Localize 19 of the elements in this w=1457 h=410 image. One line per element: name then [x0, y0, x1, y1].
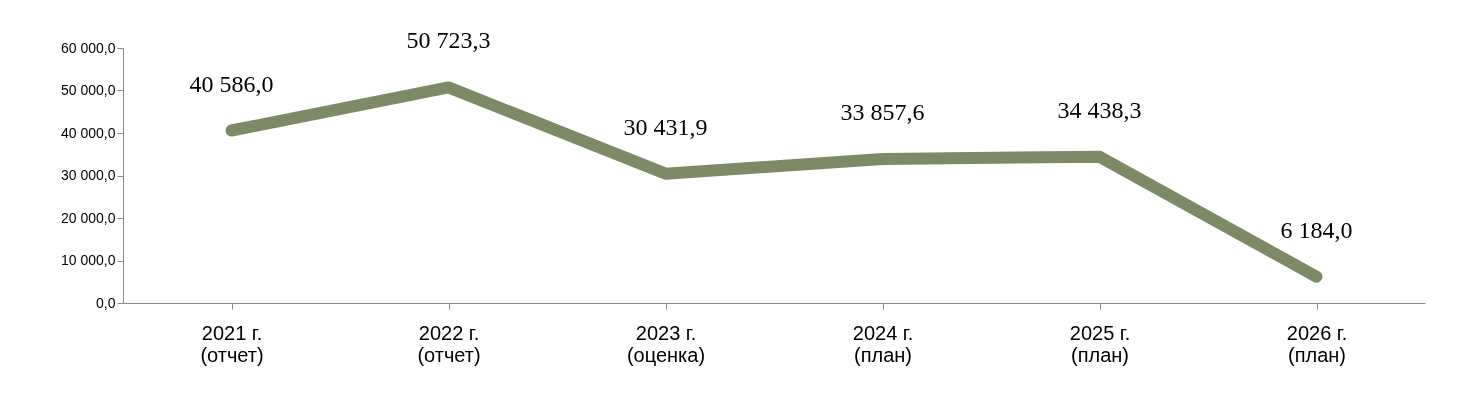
y-tick-label: 10 000,0 — [61, 252, 116, 268]
data-label: 33 857,6 — [840, 99, 925, 126]
data-label: 40 586,0 — [189, 70, 274, 97]
x-tick-label: 2026 г. (план) — [1286, 321, 1348, 366]
data-label: 34 438,3 — [1057, 96, 1142, 123]
x-tick-label: 2021 г. (отчет) — [200, 321, 264, 366]
y-tick-label: 50 000,0 — [61, 82, 116, 98]
x-tick-label: 2023 г. (оценка) — [626, 321, 706, 366]
y-tick-label: 0,0 — [96, 294, 116, 311]
y-tick-label: 20 000,0 — [61, 209, 116, 226]
y-tick-label: 30 000,0 — [61, 167, 116, 183]
x-tick-label: 2025 г. (план) — [1069, 321, 1131, 366]
x-tick-label: 2024 г. (план) — [852, 321, 914, 366]
x-tick-label: 2022 г. (отчет) — [417, 321, 481, 366]
data-label: 30 431,9 — [623, 113, 708, 140]
y-tick-label: 60 000,0 — [61, 39, 116, 56]
data-label: 50 723,3 — [406, 27, 491, 54]
data-label: 6 184,0 — [1280, 216, 1353, 243]
y-tick-label: 40 000,0 — [61, 124, 116, 141]
